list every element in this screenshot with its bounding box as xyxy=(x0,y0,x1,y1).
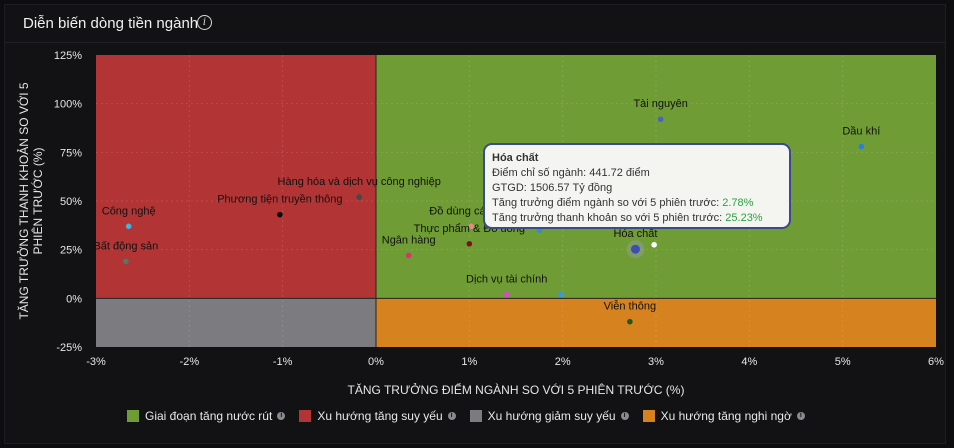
tooltip-line: GTGD: 1506.57 Tỷ đồng xyxy=(492,182,612,194)
tooltip-line: Tăng trưởng thanh khoản so với 5 phiên t… xyxy=(492,212,763,224)
info-circle-icon[interactable]: i xyxy=(197,15,212,30)
y-axis-title-line: PHIÊN TRƯỚC (%) xyxy=(30,148,45,255)
x-tick-label: 2% xyxy=(555,356,571,368)
tooltip-line: Điểm chỉ số ngành: 441.72 điểm xyxy=(492,167,650,179)
y-tick-label: 75% xyxy=(60,147,82,159)
point-label: Công nghệ xyxy=(102,205,156,217)
point-label: Dịch vụ tài chính xyxy=(466,273,547,285)
point-label: Bất động sản xyxy=(93,240,158,252)
legend-swatch xyxy=(469,410,482,422)
x-tick-label: -1% xyxy=(273,356,293,368)
x-tick-label: 1% xyxy=(461,356,477,368)
tooltip-value: 25.23% xyxy=(725,212,763,224)
y-tick-label: -25% xyxy=(56,342,82,354)
y-tick-label: 100% xyxy=(54,99,82,111)
point-label: Phương tiện truyền thông xyxy=(217,194,342,206)
x-tick-label: -2% xyxy=(180,356,200,368)
point-1 xyxy=(858,143,865,150)
point-2 xyxy=(125,223,132,230)
point-11 xyxy=(651,242,657,248)
point-7 xyxy=(468,223,475,230)
x-axis-title: TĂNG TRƯỞNG ĐIỂM NGÀNH SO VỚI 5 PHIÊN TR… xyxy=(348,382,685,397)
y-tick-label: 25% xyxy=(60,245,82,257)
legend-item-1[interactable]: Xu hướng tăng suy yếu i xyxy=(299,409,456,423)
x-tick-label: -3% xyxy=(86,356,106,368)
point-5 xyxy=(356,194,363,200)
legend-item-3[interactable]: Xu hướng tăng nghi ngờ i xyxy=(642,409,805,423)
point-10 xyxy=(630,244,640,254)
point-12 xyxy=(503,291,510,298)
tooltip-value: 2.78% xyxy=(722,197,753,209)
panel-title: Diễn biến dòng tiền ngành xyxy=(23,15,199,32)
legend-swatch xyxy=(299,410,312,422)
x-tick-label: 4% xyxy=(741,356,757,368)
point-label: Hóa chất xyxy=(613,228,657,240)
tooltip: Hóa chất Điểm chỉ số ngành: 441.72 điểm GT… xyxy=(483,143,791,229)
legend-label: Xu hướng giảm suy yếu xyxy=(487,409,616,423)
info-icon[interactable]: i xyxy=(620,412,629,420)
panel-header: Diễn biến dòng tiền ngành i xyxy=(5,5,945,43)
legend-label: Giai đoạn tăng nước rút xyxy=(145,409,273,423)
legend-label: Xu hướng tăng suy yếu xyxy=(317,409,443,423)
x-tick-label: 5% xyxy=(835,356,851,368)
legend-swatch xyxy=(127,410,139,422)
point-0 xyxy=(657,116,664,123)
point-label: Dầu khí xyxy=(842,125,880,137)
x-tick-label: 0% xyxy=(368,356,384,368)
legend-swatch xyxy=(642,410,655,422)
point-label: Ngân hàng xyxy=(382,235,436,247)
tooltip-title: Hóa chất xyxy=(492,152,539,164)
quadrant-2 xyxy=(96,298,376,347)
point-label: Viễn thông xyxy=(604,300,656,313)
legend-label: Xu hướng tăng nghi ngờ xyxy=(660,409,792,423)
point-6 xyxy=(405,252,412,259)
chart-legend: Giai đoạn tăng nước rút i Xu hướng tăng … xyxy=(127,406,819,426)
info-icon[interactable]: i xyxy=(447,412,456,420)
info-icon[interactable]: i xyxy=(277,412,286,420)
tooltip-box xyxy=(483,143,791,229)
y-tick-label: 50% xyxy=(60,196,82,208)
y-axis-title-line: TĂNG TRƯỞNG THANH KHOẢN SO VỚI 5 xyxy=(16,82,31,319)
point-3 xyxy=(123,258,129,265)
quadrant-3 xyxy=(376,298,936,347)
y-axis-title: TĂNG TRƯỞNG THANH KHOẢN SO VỚI 5PHIÊN TR… xyxy=(16,82,45,319)
info-icon[interactable]: i xyxy=(796,412,805,420)
x-tick-label: 3% xyxy=(648,356,664,368)
point-label: Hàng hóa và dịch vụ công nghiệp xyxy=(278,176,441,188)
tooltip-line: Tăng trưởng điểm ngành so với 5 phiên tr… xyxy=(492,197,754,209)
point-4 xyxy=(277,211,283,218)
quadrant-1 xyxy=(96,55,376,299)
y-tick-label: 0% xyxy=(66,293,82,305)
legend-item-2[interactable]: Xu hướng giảm suy yếu i xyxy=(469,409,629,423)
y-tick-label: 125% xyxy=(54,50,82,62)
point-label: Tài nguyên xyxy=(633,98,687,110)
point-8 xyxy=(466,241,473,247)
x-tick-label: 6% xyxy=(928,356,944,368)
point-14 xyxy=(627,318,633,325)
legend-item-0[interactable]: Giai đoạn tăng nước rút i xyxy=(127,409,286,423)
point-13 xyxy=(558,291,564,298)
